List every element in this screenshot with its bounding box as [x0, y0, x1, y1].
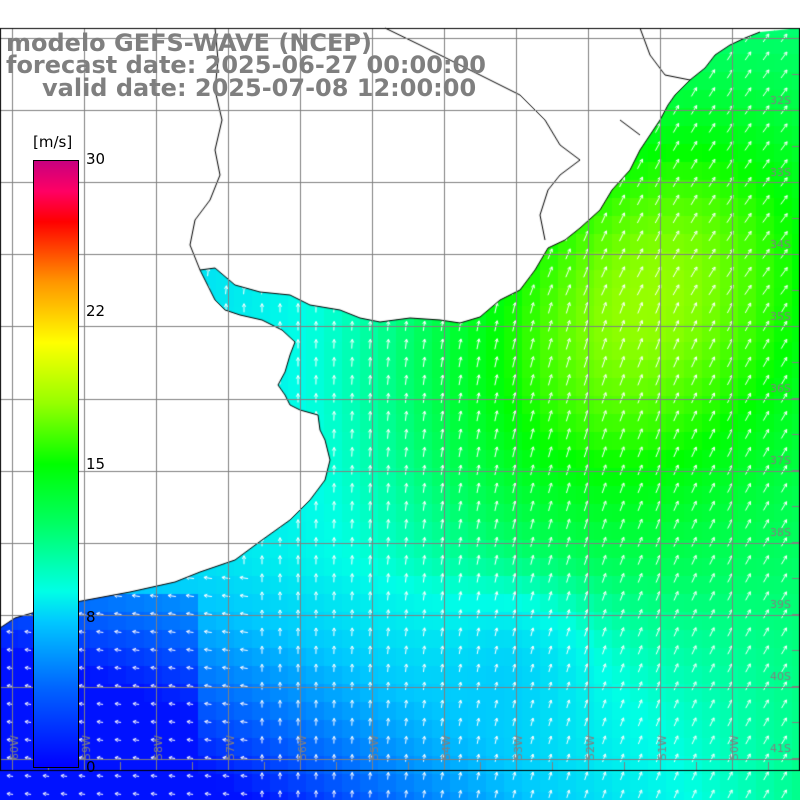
- model-title: modelo GEFS-WAVE (NCEP): [6, 29, 372, 57]
- colorbar-units: [m/s]: [33, 133, 73, 151]
- colorbar-tick-22: 22: [86, 302, 106, 320]
- colorbar-gradient: [33, 160, 79, 768]
- colorbar-tick-8: 8: [86, 608, 96, 626]
- colorbar-tick-0: 0: [86, 758, 96, 776]
- colorbar-tick-30: 30: [86, 150, 106, 168]
- forecast-date: forecast date: 2025-06-27 00:00:00: [6, 51, 486, 79]
- valid-date: valid date: 2025-07-08 12:00:00: [42, 74, 477, 102]
- colorbar-tick-15: 15: [86, 455, 106, 473]
